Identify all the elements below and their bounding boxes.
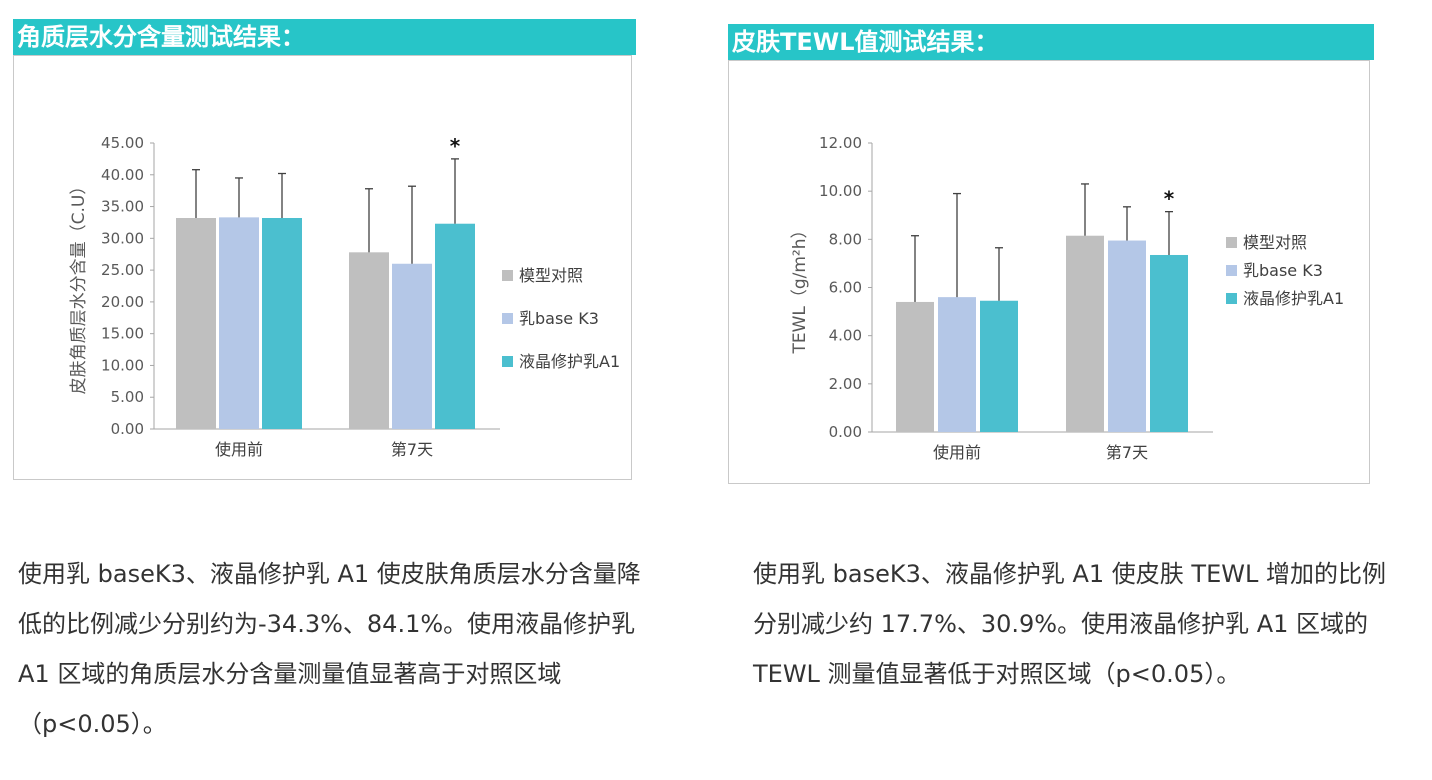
tewl-description-line: TEWL 测量值显著低于对照区域（p<0.05）。 [753, 660, 1241, 688]
moisture-chart: 0.00 5.00 10.00 15.00 20.00 25.00 30.00 35.00 40… [69, 134, 620, 459]
legend-swatch [1226, 237, 1237, 248]
moisture-description-line: 低的比例减少分别约为-34.3%、84.1%。使用液晶修护乳 [18, 610, 636, 638]
bar [980, 300, 1018, 432]
bar [262, 217, 302, 429]
bar [1108, 240, 1146, 432]
legend-label: 模型对照 [519, 266, 583, 285]
y-tick-label: 2.00 [829, 375, 862, 393]
bar [349, 252, 389, 429]
y-tick-label: 10.00 [101, 356, 144, 374]
x-tick-label: 使用前 [933, 443, 981, 462]
y-tick-label: 8.00 [829, 230, 862, 248]
tewl-description-line: 使用乳 baseK3、液晶修护乳 A1 使皮肤 TEWL 增加的比例 [753, 560, 1386, 588]
y-tick-label: 0.00 [829, 423, 862, 441]
y-tick-label: 15.00 [101, 325, 144, 343]
legend-swatch [502, 356, 513, 367]
moisture-description-line: A1 区域的角质层水分含量测量值显著高于对照区域 [18, 660, 562, 688]
legend-label: 液晶修护乳A1 [1243, 289, 1344, 308]
bar [435, 223, 475, 429]
y-tick-label: 20.00 [101, 293, 144, 311]
y-tick-label: 4.00 [829, 327, 862, 345]
x-tick-label: 第7天 [1106, 443, 1148, 462]
bar [176, 217, 216, 429]
legend-label: 液晶修护乳A1 [519, 352, 620, 371]
legend-label: 乳base K3 [1243, 261, 1323, 280]
tewl-description-line: 分别减少约 17.7%、30.9%。使用液晶修护乳 A1 区域的 [753, 610, 1369, 638]
moisture-chart-panel: 角质层水分含量测试结果： 0.00 5.00 10.00 15.00 20.00 25.0… [13, 19, 636, 480]
moisture-description-line: 使用乳 baseK3、液晶修护乳 A1 使皮肤角质层水分含量降 [18, 560, 641, 588]
bar [896, 301, 934, 432]
y-tick-label: 35.00 [101, 198, 144, 216]
y-tick-label: 25.00 [101, 261, 144, 279]
legend-swatch [1226, 293, 1237, 304]
legend-swatch [1226, 265, 1237, 276]
tewl-chart-title: 皮肤TEWL值测试结果： [728, 24, 1374, 60]
moisture-description: 使用乳 baseK3、液晶修护乳 A1 使皮肤角质层水分含量降 低的比例减少分别… [18, 549, 678, 749]
bar [1066, 235, 1104, 432]
x-tick-label: 第7天 [391, 440, 433, 459]
bar [1150, 254, 1188, 432]
tewl-chart-panel: 皮肤TEWL值测试结果： 0.00 2.00 4.00 6.00 8.00 10.00 12… [728, 24, 1374, 484]
significance-marker: * [450, 134, 461, 158]
y-axis-title: TEWL（g/m²h） [790, 221, 810, 354]
bar [219, 217, 259, 429]
y-tick-label: 5.00 [111, 388, 144, 406]
moisture-chart-title: 角质层水分含量测试结果： [13, 19, 636, 55]
y-tick-label: 6.00 [829, 279, 862, 297]
y-tick-label: 45.00 [101, 134, 144, 152]
y-tick-label: 10.00 [819, 182, 862, 200]
tewl-chart: 0.00 2.00 4.00 6.00 8.00 10.00 12.00 TEWL（g/m²h… [790, 134, 1344, 462]
bar [392, 263, 432, 429]
y-tick-label: 30.00 [101, 229, 144, 247]
bar [938, 297, 976, 432]
moisture-description-line: （p<0.05）。 [18, 710, 167, 738]
significance-marker: * [1164, 187, 1175, 211]
y-tick-label: 12.00 [819, 134, 862, 152]
y-tick-label: 40.00 [101, 166, 144, 184]
legend-swatch [502, 270, 513, 281]
y-axis-title: 皮肤角质层水分含量（C.U） [69, 178, 89, 395]
legend-label: 乳base K3 [519, 309, 599, 328]
legend-swatch [502, 313, 513, 324]
x-tick-label: 使用前 [215, 440, 263, 459]
y-tick-label: 0.00 [111, 420, 144, 438]
legend-label: 模型对照 [1243, 233, 1307, 252]
tewl-description: 使用乳 baseK3、液晶修护乳 A1 使皮肤 TEWL 增加的比例 分别减少约… [753, 549, 1423, 699]
